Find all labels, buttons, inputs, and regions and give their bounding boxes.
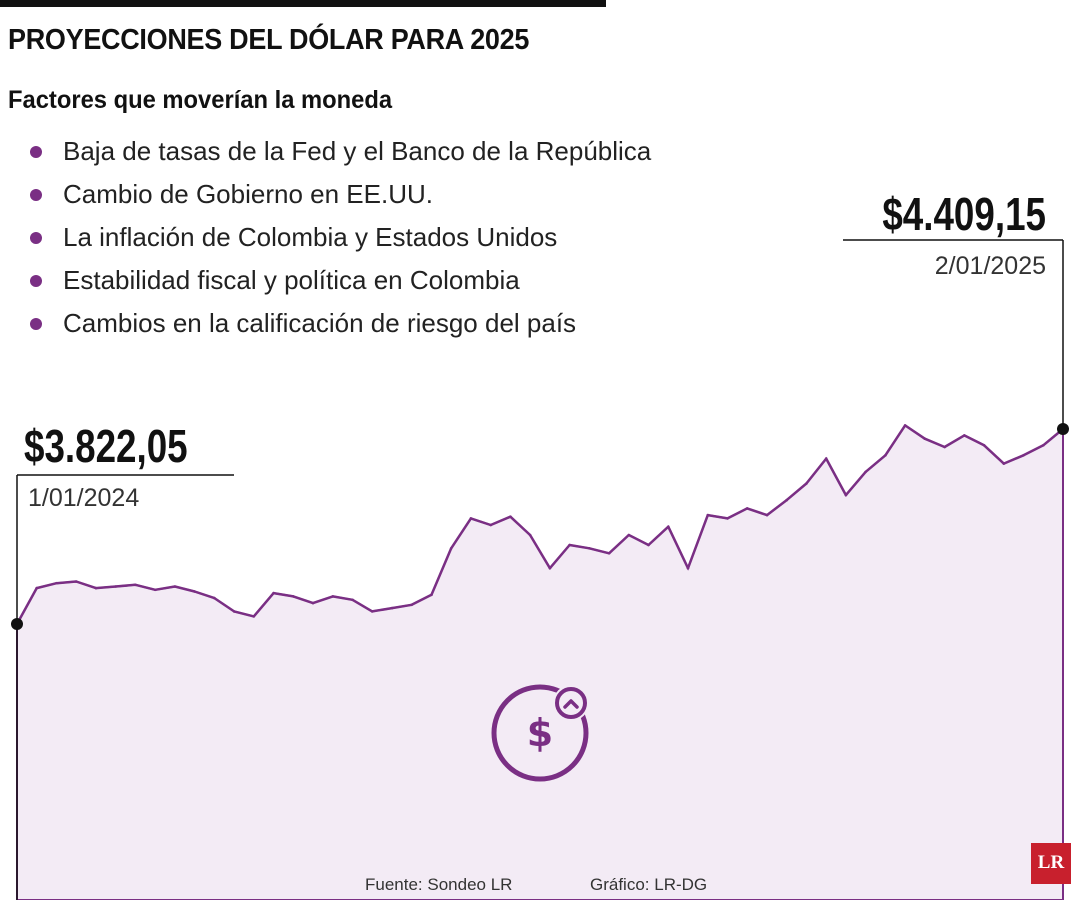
data-point — [824, 457, 828, 460]
data-point — [647, 543, 650, 547]
data-point — [805, 482, 808, 485]
data-point — [627, 533, 631, 537]
list-item: Estabilidad fiscal y política en Colombi… — [28, 262, 651, 305]
data-point — [548, 566, 552, 570]
list-item: La inflación de Colombia y Estados Unido… — [28, 219, 651, 262]
factor-text: Baja de tasas de la Fed y el Banco de la… — [63, 136, 652, 166]
start-date-label: 1/01/2024 — [28, 484, 139, 512]
data-point — [963, 434, 966, 437]
data-point — [903, 424, 907, 427]
data-point — [252, 615, 256, 618]
bullet-icon — [30, 232, 42, 244]
data-point — [292, 595, 295, 598]
data-point — [232, 610, 236, 613]
data-point — [351, 598, 354, 602]
data-point — [686, 566, 690, 570]
svg-text:$: $ — [527, 711, 553, 755]
data-point — [94, 586, 98, 590]
data-point — [449, 547, 453, 550]
lr-logo: LR — [1031, 843, 1071, 884]
data-point — [489, 523, 493, 527]
data-point — [588, 547, 591, 550]
data-point — [943, 445, 946, 449]
top-rule — [0, 0, 606, 7]
data-point — [410, 603, 414, 607]
end-marker — [1057, 423, 1069, 435]
factors-list: Baja de tasas de la Fed y el Banco de la… — [28, 133, 651, 348]
bullet-icon — [30, 146, 42, 158]
data-point — [706, 513, 710, 517]
end-value-label: $4.409,15 — [882, 188, 1046, 240]
factors-heading: Factores que moverían la moneda — [8, 86, 393, 114]
data-point — [844, 493, 848, 497]
data-point — [74, 580, 78, 583]
data-point — [173, 585, 177, 588]
source-credit: Fuente: Sondeo LR — [365, 875, 513, 894]
data-point — [785, 498, 788, 502]
data-point — [884, 454, 887, 457]
data-point — [390, 606, 394, 610]
list-item: Baja de tasas de la Fed y el Banco de la… — [28, 133, 651, 176]
factor-text: Cambio de Gobierno en EE.UU. — [63, 179, 433, 209]
data-point — [765, 513, 769, 517]
data-point — [667, 525, 670, 528]
factor-text: Cambios en la calificación de riesgo del… — [63, 308, 577, 338]
data-point — [864, 470, 867, 474]
dollar-up-icon: $ — [491, 684, 589, 782]
data-point — [1042, 444, 1045, 447]
data-point — [982, 444, 986, 447]
data-point — [311, 601, 315, 605]
graphic-credit: Gráfico: LR-DG — [590, 875, 708, 894]
data-point — [35, 586, 38, 590]
end-date-label: 2/01/2025 — [935, 252, 1046, 280]
data-point — [213, 596, 216, 600]
data-point — [1022, 454, 1025, 457]
page-title: PROYECCIONES DEL DÓLAR PARA 2025 — [8, 24, 530, 56]
factor-text: La inflación de Colombia y Estados Unido… — [63, 222, 558, 252]
data-point — [745, 507, 749, 510]
data-point — [193, 590, 196, 593]
data-point — [528, 533, 532, 537]
bullet-icon — [30, 275, 42, 287]
data-point — [469, 517, 473, 520]
data-point — [153, 588, 157, 592]
data-point — [430, 593, 433, 597]
data-point — [568, 543, 571, 547]
data-point — [509, 515, 512, 518]
list-item: Cambio de Gobierno en EE.UU. — [28, 176, 651, 219]
data-point — [272, 591, 275, 595]
data-point — [607, 552, 611, 555]
start-marker — [11, 618, 23, 630]
data-point — [134, 583, 137, 587]
series-line — [15, 424, 1064, 625]
bullet-icon — [30, 189, 42, 201]
factor-text: Estabilidad fiscal y política en Colombi… — [63, 265, 520, 295]
data-point — [114, 585, 117, 588]
list-item: Cambios en la calificación de riesgo del… — [28, 305, 651, 348]
start-value-label: $3.822,05 — [24, 420, 188, 472]
data-point — [370, 610, 374, 613]
data-point — [1002, 462, 1006, 465]
data-point — [55, 581, 58, 585]
data-point — [331, 595, 335, 598]
data-point — [923, 437, 927, 441]
data-point — [726, 517, 729, 520]
area-fill — [16, 424, 1064, 900]
bullet-icon — [30, 318, 42, 330]
